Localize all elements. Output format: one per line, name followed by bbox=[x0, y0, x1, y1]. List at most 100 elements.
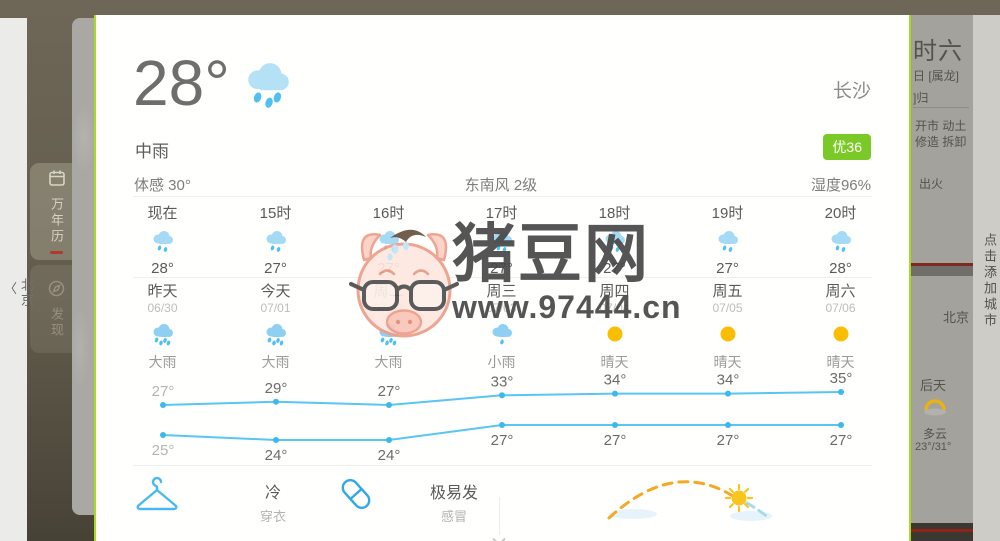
calendar-icon bbox=[48, 169, 66, 192]
hour-label: 17时 bbox=[485, 205, 518, 222]
divider bbox=[911, 529, 973, 532]
weather-icon bbox=[263, 229, 289, 255]
svg-text:25°: 25° bbox=[152, 442, 175, 459]
svg-text:27°: 27° bbox=[717, 432, 740, 449]
chevron-down-icon[interactable] bbox=[491, 533, 507, 541]
active-tab-indicator bbox=[50, 251, 63, 254]
day-label: 昨天 bbox=[147, 283, 178, 300]
weather-icon bbox=[150, 229, 176, 255]
divider bbox=[913, 107, 969, 108]
svg-text:24°: 24° bbox=[265, 447, 288, 464]
dimmed-page-edge bbox=[72, 18, 95, 515]
hourly-forecast-row: 现在 28° 15时 27° 16时 27° 17时 27° 18时 bbox=[106, 204, 897, 277]
svg-text:35°: 35° bbox=[830, 370, 853, 387]
hour-label: 18时 bbox=[598, 205, 631, 222]
date-label: 06/30 bbox=[147, 301, 178, 315]
condition-label: 晴天 bbox=[713, 354, 742, 370]
humidity-value: 湿度96% bbox=[810, 177, 871, 194]
divider bbox=[133, 196, 872, 197]
day-after-condition: 多云 bbox=[923, 427, 948, 441]
divider bbox=[911, 266, 973, 276]
current-condition: 中雨 bbox=[135, 142, 169, 161]
weather-icon bbox=[489, 229, 515, 255]
hour-temp: 27° bbox=[264, 260, 287, 277]
city-name: 长沙 bbox=[832, 81, 871, 102]
svg-text:24°: 24° bbox=[378, 447, 401, 464]
date-label: 07/06 bbox=[825, 301, 856, 315]
svg-text:34°: 34° bbox=[717, 372, 740, 389]
wind-value: 东南风 2级 bbox=[464, 177, 538, 194]
svg-text:33°: 33° bbox=[491, 373, 514, 390]
hour-temp: 28° bbox=[829, 260, 852, 277]
city-tab-label: 北京 bbox=[943, 310, 970, 325]
weather-icon bbox=[715, 229, 741, 255]
chevron-left-icon: 〈 bbox=[4, 281, 18, 296]
svg-text:29°: 29° bbox=[265, 380, 288, 397]
hourly-col: 20时 28° bbox=[784, 204, 897, 277]
daily-col: 今天 07/01 大雨 bbox=[219, 282, 332, 372]
hourly-col: 18时 27° bbox=[558, 204, 671, 277]
svg-text:27°: 27° bbox=[152, 383, 175, 400]
current-temperature: 28° bbox=[133, 47, 230, 119]
day-label: 周五 bbox=[712, 283, 743, 300]
date-label: 07/01 bbox=[260, 301, 291, 315]
divider bbox=[499, 497, 500, 535]
bottom-bar bbox=[911, 523, 973, 541]
watermark-site-url: www.97444.cn bbox=[452, 289, 682, 325]
weather-icon bbox=[602, 229, 628, 255]
almanac-yi-line: 出火 bbox=[919, 177, 944, 191]
daily-forecast-row: 昨天 06/30 大雨 今天 07/01 大雨 周二 07/02 大雨 周三 0… bbox=[106, 282, 897, 372]
svg-text:27°: 27° bbox=[604, 432, 627, 449]
day-after-temp-range: 23°/31° bbox=[915, 441, 952, 453]
weather-icon bbox=[602, 322, 628, 348]
almanac-yi-line: 开市 动土 bbox=[915, 119, 967, 133]
daily-col: 周四 07/04 晴天 bbox=[558, 282, 671, 372]
weather-card: 28° 长沙 中雨 优36 体感 30° 东南风 2级 湿度96% 现在 28°… bbox=[96, 15, 909, 541]
weather-icon bbox=[150, 322, 176, 348]
condition-label: 大雨 bbox=[148, 354, 177, 370]
hour-label: 现在 bbox=[147, 205, 178, 222]
life-index-flu[interactable]: 极易发 感冒 bbox=[409, 484, 499, 525]
daily-col: 周六 07/06 晴天 bbox=[784, 282, 897, 372]
condition-label: 晴天 bbox=[826, 354, 855, 370]
svg-text:27°: 27° bbox=[491, 432, 514, 449]
divider bbox=[133, 465, 872, 466]
add-city-rail[interactable]: 点击添加城市 › bbox=[973, 15, 1000, 541]
lunar-date-partial: 时六 bbox=[913, 38, 963, 65]
date-label: 07/04 bbox=[599, 301, 630, 315]
life-index-label: 感冒 bbox=[440, 509, 467, 524]
svg-text:27°: 27° bbox=[830, 432, 853, 449]
rain-cloud-icon bbox=[239, 59, 297, 116]
hour-temp: 27° bbox=[716, 260, 739, 277]
life-index-value: 冷 bbox=[264, 485, 281, 502]
life-index-clothing[interactable]: 冷 穿衣 bbox=[228, 484, 318, 525]
add-city-label: 点击添加城市 bbox=[982, 233, 997, 329]
life-index-label: 穿衣 bbox=[259, 509, 286, 524]
hourly-col: 15时 27° bbox=[219, 204, 332, 277]
weather-icon bbox=[489, 322, 515, 348]
hour-label: 20时 bbox=[824, 205, 857, 222]
daily-col: 周五 07/05 晴天 bbox=[671, 282, 784, 372]
card-right-highlight-border bbox=[909, 15, 911, 541]
day-label: 周三 bbox=[486, 283, 517, 300]
divider bbox=[133, 277, 872, 278]
lunar-line-partial: ]归 bbox=[913, 91, 929, 105]
condition-label: 大雨 bbox=[261, 354, 290, 370]
svg-text:27°: 27° bbox=[378, 383, 401, 400]
day-label: 周六 bbox=[825, 283, 856, 300]
hanger-icon bbox=[134, 475, 180, 520]
left-page-edge: 〈 北京 bbox=[0, 18, 34, 541]
svg-text:34°: 34° bbox=[604, 372, 627, 389]
weather-icon bbox=[715, 322, 741, 348]
weather-icon bbox=[828, 229, 854, 255]
back-city-label: 北京 bbox=[19, 278, 35, 308]
capsule-icon bbox=[338, 475, 374, 518]
hourly-col: 17时 27° bbox=[445, 204, 558, 277]
date-label: 07/05 bbox=[712, 301, 743, 315]
condition-label: 小雨 bbox=[487, 354, 516, 370]
feels-like-value: 体感 30° bbox=[134, 177, 191, 194]
hourly-col: 现在 28° bbox=[106, 204, 219, 277]
day-label: 周四 bbox=[599, 283, 630, 300]
aqi-badge[interactable]: 优36 bbox=[823, 134, 871, 160]
back-to-city-button[interactable]: 〈 北京 bbox=[4, 278, 36, 308]
